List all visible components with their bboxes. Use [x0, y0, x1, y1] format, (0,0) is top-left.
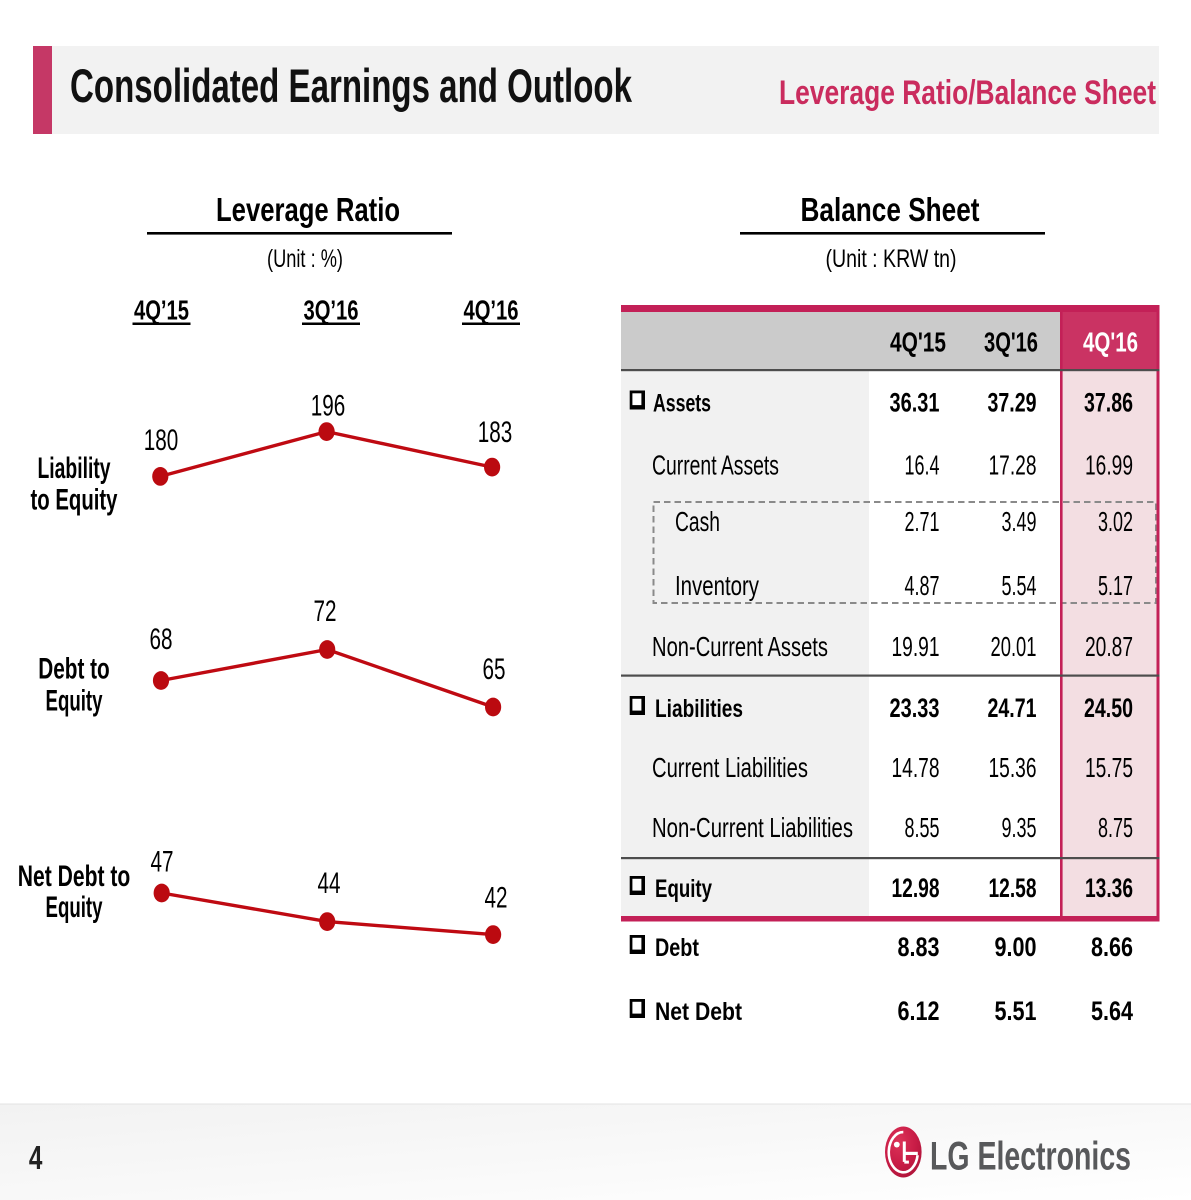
svg-text:72: 72 — [314, 595, 337, 628]
svg-text:196: 196 — [311, 390, 346, 423]
svg-text:LG Electronics: LG Electronics — [930, 1135, 1131, 1179]
svg-text:12.58: 12.58 — [989, 873, 1037, 903]
svg-text:3.49: 3.49 — [1002, 506, 1037, 537]
svg-text:37.86: 37.86 — [1084, 388, 1133, 418]
svg-text:8.66: 8.66 — [1091, 932, 1133, 962]
svg-text:4Q’16: 4Q’16 — [464, 295, 519, 326]
svg-text:8.55: 8.55 — [905, 812, 940, 843]
svg-text:Equity: Equity — [655, 875, 712, 903]
svg-text:8.75: 8.75 — [1098, 812, 1133, 843]
svg-text:13.36: 13.36 — [1085, 873, 1133, 903]
svg-text:37.29: 37.29 — [988, 388, 1037, 418]
svg-text:24.50: 24.50 — [1084, 693, 1133, 723]
svg-text:12.98: 12.98 — [892, 873, 940, 903]
svg-text:Debt to: Debt to — [38, 653, 110, 686]
svg-text:Debt: Debt — [655, 934, 700, 962]
svg-text:Leverage Ratio/Balance Sheet: Leverage Ratio/Balance Sheet — [779, 74, 1156, 112]
svg-text:42: 42 — [485, 882, 508, 915]
svg-text:8.83: 8.83 — [898, 932, 940, 962]
svg-text:6.12: 6.12 — [898, 996, 940, 1026]
svg-text:(Unit : KRW tn): (Unit : KRW tn) — [826, 245, 957, 273]
svg-text:Net Debt: Net Debt — [655, 998, 743, 1026]
svg-text:3Q'16: 3Q'16 — [984, 327, 1038, 358]
svg-text:Current Liabilities: Current Liabilities — [652, 752, 808, 783]
svg-text:Current Assets: Current Assets — [652, 450, 779, 481]
svg-text:4Q’15: 4Q’15 — [134, 295, 189, 326]
svg-text:to Equity: to Equity — [31, 484, 118, 517]
svg-text:Liabilities: Liabilities — [655, 695, 743, 723]
svg-text:Consolidated Earnings and Outl: Consolidated Earnings and Outlook — [70, 59, 633, 112]
svg-text:5.54: 5.54 — [1002, 570, 1037, 601]
svg-text:Inventory: Inventory — [675, 570, 759, 601]
svg-text:Leverage Ratio: Leverage Ratio — [216, 191, 400, 228]
svg-text:9.00: 9.00 — [995, 932, 1037, 962]
svg-text:4Q'16: 4Q'16 — [1083, 327, 1138, 358]
svg-text:2.71: 2.71 — [905, 506, 940, 537]
svg-text:36.31: 36.31 — [890, 388, 940, 418]
svg-text:Assets: Assets — [653, 390, 711, 418]
svg-text:Cash: Cash — [675, 506, 720, 537]
svg-text:4Q'15: 4Q'15 — [890, 327, 946, 358]
svg-text:44: 44 — [318, 867, 341, 900]
svg-text:15.75: 15.75 — [1085, 752, 1133, 783]
svg-text:9.35: 9.35 — [1002, 812, 1037, 843]
svg-text:183: 183 — [478, 416, 513, 449]
svg-text:3Q’16: 3Q’16 — [304, 295, 359, 326]
svg-text:5.17: 5.17 — [1098, 570, 1133, 601]
svg-text:5.64: 5.64 — [1091, 996, 1133, 1026]
svg-text:Equity: Equity — [46, 685, 103, 718]
svg-text:17.28: 17.28 — [989, 450, 1037, 481]
svg-text:20.01: 20.01 — [991, 631, 1037, 662]
svg-text:5.51: 5.51 — [995, 996, 1037, 1026]
svg-text:4: 4 — [29, 1139, 43, 1176]
svg-text:15.36: 15.36 — [989, 752, 1037, 783]
svg-text:Equity: Equity — [46, 891, 103, 924]
svg-text:23.33: 23.33 — [890, 693, 940, 723]
svg-text:Net Debt to: Net Debt to — [18, 860, 131, 893]
svg-text:180: 180 — [144, 424, 179, 457]
svg-text:3.02: 3.02 — [1098, 506, 1133, 537]
svg-text:Balance Sheet: Balance Sheet — [801, 191, 980, 228]
svg-text:Non-Current Assets: Non-Current Assets — [652, 631, 828, 662]
svg-text:14.78: 14.78 — [892, 752, 940, 783]
svg-text:(Unit : %): (Unit : %) — [267, 245, 343, 273]
svg-text:16.99: 16.99 — [1085, 450, 1133, 481]
svg-text:Non-Current Liabilities: Non-Current Liabilities — [652, 812, 853, 843]
svg-text:Liability: Liability — [38, 452, 111, 485]
svg-text:68: 68 — [150, 623, 173, 656]
svg-text:65: 65 — [483, 653, 506, 686]
svg-text:4.87: 4.87 — [905, 570, 940, 601]
svg-text:20.87: 20.87 — [1085, 631, 1133, 662]
svg-text:24.71: 24.71 — [988, 693, 1037, 723]
svg-text:47: 47 — [151, 846, 174, 879]
svg-text:16.4: 16.4 — [905, 450, 940, 481]
svg-text:19.91: 19.91 — [892, 631, 940, 662]
